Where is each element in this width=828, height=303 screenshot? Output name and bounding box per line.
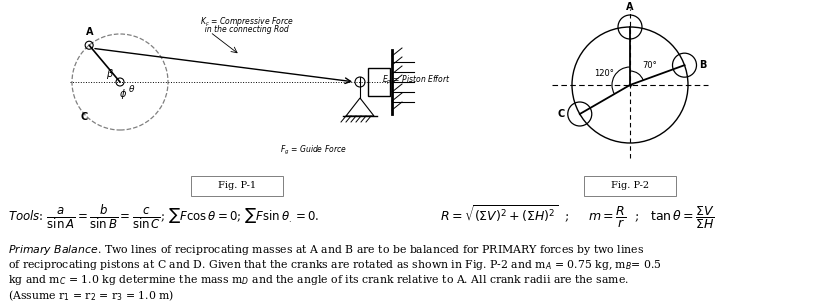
Text: in the connecting Rod: in the connecting Rod: [200, 25, 288, 34]
Text: $K_c$ = Compressive Force: $K_c$ = Compressive Force: [200, 15, 294, 28]
Text: 120°: 120°: [594, 68, 614, 78]
Text: $\mathit{Primary\ Balance}$. Two lines of reciprocating masses at A and B are to: $\mathit{Primary\ Balance}$. Two lines o…: [8, 243, 643, 257]
Text: of reciprocating pistons at C and D. Given that the cranks are rotated as shown : of reciprocating pistons at C and D. Giv…: [8, 258, 661, 272]
Text: Fig. P-1: Fig. P-1: [218, 181, 256, 191]
Text: $E_p$ = Piston Effort: $E_p$ = Piston Effort: [382, 73, 450, 87]
Text: kg and m$_C$ = 1.0 kg determine the mass m$_D$ and the angle of its crank relati: kg and m$_C$ = 1.0 kg determine the mass…: [8, 273, 628, 287]
Text: A: A: [86, 27, 94, 37]
Text: B: B: [699, 60, 706, 70]
Text: C: C: [80, 112, 88, 122]
Text: $\beta$: $\beta$: [106, 67, 113, 81]
Text: 70°: 70°: [642, 61, 657, 69]
Text: (Assume r$_1$ = r$_2$ = r$_3$ = 1.0 m): (Assume r$_1$ = r$_2$ = r$_3$ = 1.0 m): [8, 288, 174, 303]
Text: A: A: [625, 2, 633, 12]
FancyBboxPatch shape: [190, 176, 282, 196]
Text: $\phi$: $\phi$: [118, 87, 127, 101]
Text: $\theta$: $\theta$: [128, 82, 136, 94]
Text: $F_g$ = Guide Force: $F_g$ = Guide Force: [280, 143, 346, 157]
Text: $R = \sqrt{(\Sigma V)^2 + (\Sigma H)^2}$  ;     $m = \dfrac{R}{r}$  ;   $\tan\th: $R = \sqrt{(\Sigma V)^2 + (\Sigma H)^2}$…: [440, 203, 714, 231]
Text: C: C: [557, 109, 564, 119]
Text: Fig. P-2: Fig. P-2: [610, 181, 648, 191]
FancyBboxPatch shape: [583, 176, 675, 196]
Text: $\mathit{Tools}$: $\dfrac{a}{\sin A} = \dfrac{b}{\sin B} = \dfrac{c}{\sin C}$; $: $\mathit{Tools}$: $\dfrac{a}{\sin A} = \…: [8, 203, 319, 231]
Bar: [368, 68, 389, 96]
